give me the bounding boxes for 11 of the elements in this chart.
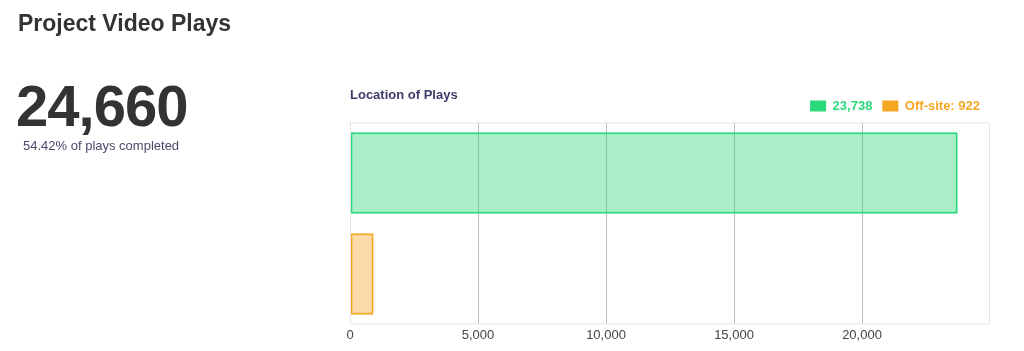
chart-title: Location of Plays — [350, 87, 458, 103]
text: 54.42% of plays completed — [23, 138, 180, 153]
legend-label: Off-site: 922 — [904, 97, 981, 113]
x-tick-label: 20,000 — [842, 326, 882, 342]
legend-label: 23,738 — [832, 97, 873, 113]
x-tick-label: 0 — [346, 326, 354, 342]
x-tick-label: 5,000 — [461, 326, 495, 342]
x-tick-label: 10,000 — [586, 326, 626, 342]
x-tick-label: 15,000 — [714, 326, 754, 342]
text: Project Video Plays — [18, 10, 232, 37]
text: 24,660 — [16, 72, 188, 139]
